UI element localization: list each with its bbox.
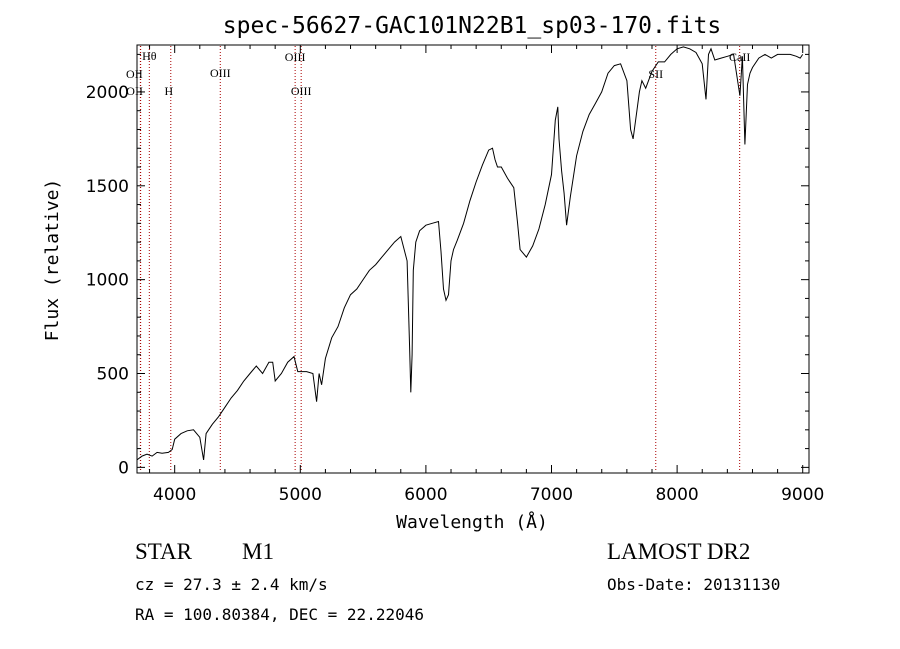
observation-date: Obs-Date: 20131130 [607,575,780,594]
line-marker-label: Hθ [142,49,157,63]
y-tick-label: 2000 [86,83,129,103]
plot-area: 4000 5000 6000 7000 8000 9000 0 500 1000 1500 200… [86,44,824,505]
y-tick-label: 1000 [86,271,129,291]
x-tick-label: 5000 [279,485,322,505]
y-axis-ticks: 0 500 1000 1500 2000 [86,53,809,478]
line-marker-label: OII [126,67,143,81]
line-marker-labels: Hθ OII OII H OIII OIII OIII SII CaII [126,49,750,98]
y-tick-label: 500 [97,365,129,385]
x-axis-ticks: 4000 5000 6000 7000 8000 9000 [149,45,824,505]
line-marker-label: OIII [285,50,306,64]
plot-frame [136,44,810,474]
y-axis-label: Flux (relative) [42,179,63,342]
line-marker-label: OIII [291,84,312,98]
line-marker-label: SII [648,67,663,81]
y-tick-label: 0 [118,458,129,478]
line-marker-label: OII [126,84,143,98]
coordinates-readout: RA = 100.80384, DEC = 22.22046 [135,605,424,624]
x-tick-label: 4000 [153,485,196,505]
y-tick-label: 1500 [86,177,129,197]
chart-title: spec-56627-GAC101N22B1_sp03-170.fits [223,13,722,39]
line-marker-label: OIII [210,66,231,80]
x-tick-label: 8000 [655,485,698,505]
redshift-readout: cz = 27.3 ± 2.4 km/s [135,575,328,594]
x-tick-label: 6000 [404,485,447,505]
x-tick-label: 7000 [530,485,573,505]
spectrum-series-line [136,46,804,461]
line-marker-label: H [164,84,173,98]
line-markers [139,46,741,472]
object-class: STAR [135,539,193,564]
x-tick-label: 9000 [781,485,824,505]
line-marker-label: CaII [729,50,750,64]
object-subclass: M1 [242,539,274,564]
x-axis-label: Wavelength (Å) [396,511,548,533]
spectrum-info: STAR M1 cz = 27.3 ± 2.4 km/s RA = 100.80… [135,539,780,624]
survey-name: LAMOST DR2 [607,539,750,564]
